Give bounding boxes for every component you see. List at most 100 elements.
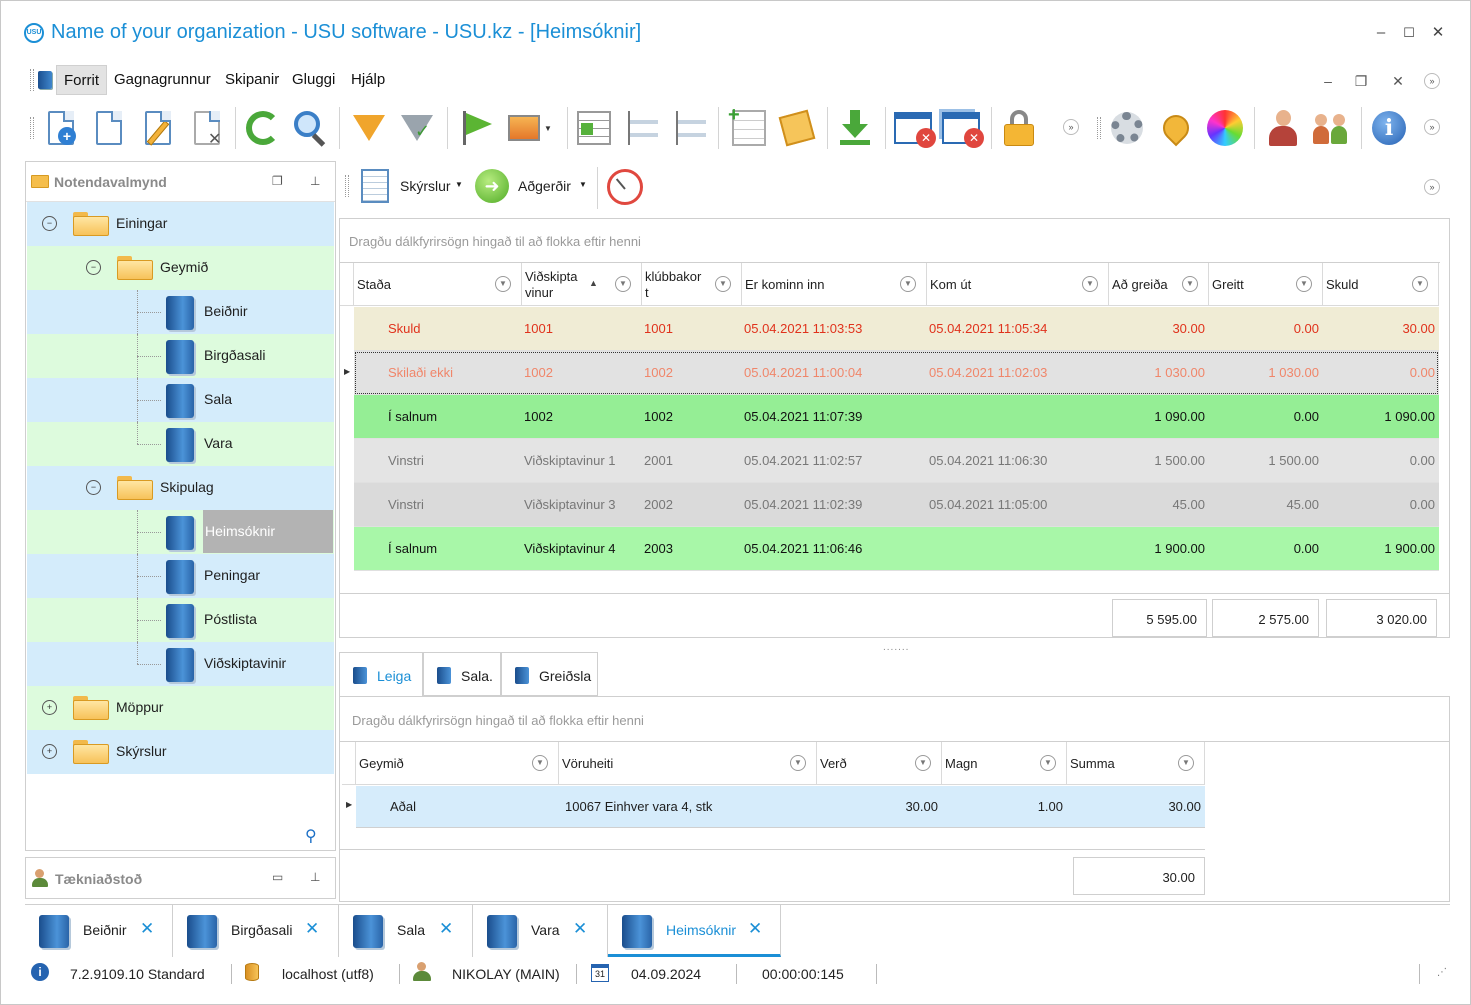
column-header-paid[interactable]: Greitt ▼: [1209, 263, 1323, 306]
image-button[interactable]: ▼: [504, 105, 556, 151]
filter-icon[interactable]: ▼: [495, 276, 511, 292]
column-header-check-out[interactable]: Kom út ▼: [927, 263, 1109, 306]
column-header-club-card[interactable]: klúbbakor t ▼: [642, 263, 742, 306]
toolbar-grip[interactable]: [345, 175, 349, 197]
filter-icon[interactable]: ▼: [1412, 276, 1428, 292]
tree-item-vara[interactable]: Vara: [27, 422, 334, 466]
column-header-client[interactable]: Viðskipta vinur ▲ ▼: [522, 263, 642, 306]
expand-icon[interactable]: +: [42, 700, 57, 715]
close-all-windows-button[interactable]: ✕: [939, 105, 984, 151]
close-icon[interactable]: ✕: [748, 919, 763, 938]
doc-tab-vara[interactable]: Vara ✕: [473, 905, 608, 957]
edit-button[interactable]: [138, 105, 178, 151]
filter-icon[interactable]: ▼: [1182, 276, 1198, 292]
column-header-to-pay[interactable]: Að greiða ▼: [1109, 263, 1209, 306]
tree-item-skýrslur[interactable]: + Skýrslur: [27, 730, 334, 774]
location-button[interactable]: [1156, 105, 1196, 151]
tree-item-skipulag[interactable]: − Skipulag: [27, 466, 334, 510]
window-minimize-button[interactable]: ‒: [1376, 24, 1386, 41]
expand-icon[interactable]: +: [42, 744, 57, 759]
panel-maximize-icon[interactable]: ▭: [272, 870, 284, 884]
column-header-store[interactable]: Geymið ▼: [356, 742, 559, 785]
collapse-icon[interactable]: −: [86, 260, 101, 275]
tree-item-birgðasali[interactable]: Birgðasali: [27, 334, 334, 378]
close-icon[interactable]: ✕: [573, 919, 588, 938]
collapse-tree-button[interactable]: [623, 105, 663, 151]
tree-item-geymið[interactable]: − Geymið: [27, 246, 334, 290]
close-icon[interactable]: ✕: [439, 919, 454, 938]
mdi-close-button[interactable]: ✕: [1392, 73, 1404, 89]
menu-hjalp[interactable]: Hjálp: [351, 71, 386, 88]
settings-button[interactable]: [1107, 105, 1147, 151]
reports-button[interactable]: Skýrslur ▼: [361, 167, 465, 205]
column-header-check-in[interactable]: Er kominn inn ▼: [742, 263, 927, 306]
flag-button[interactable]: [456, 105, 496, 151]
filter-button[interactable]: [349, 105, 389, 151]
window-maximize-button[interactable]: ☐: [1403, 25, 1415, 40]
search-button[interactable]: [291, 105, 331, 151]
collapse-icon[interactable]: −: [42, 216, 57, 231]
toolbar-overflow-icon[interactable]: »: [1424, 119, 1440, 135]
menu-skipanir[interactable]: Skipanir: [225, 71, 280, 88]
table-row[interactable]: Vinstri Viðskiptavinur 1 2001 05.04.2021 11…: [354, 439, 1439, 483]
tree-item-póstlista[interactable]: Póstlista: [27, 598, 334, 642]
table-row[interactable]: Skilaði ekki 1002 1002 05.04.2021 11:00:04 0…: [354, 351, 1439, 395]
tree-item-peningar[interactable]: Peningar: [27, 554, 334, 598]
table-row[interactable]: Í salnum Viðskiptavinur 4 2003 05.04.2021 1…: [354, 527, 1439, 571]
notes-button[interactable]: [777, 105, 817, 151]
expand-tree-button[interactable]: [671, 105, 711, 151]
filter-icon[interactable]: ▼: [915, 755, 931, 771]
window-close-button[interactable]: ✕: [1431, 24, 1445, 41]
tree-item-einingar[interactable]: − Einingar: [27, 202, 334, 246]
toolbar-grip[interactable]: [1097, 117, 1101, 139]
tree-item-viðskiptavinir[interactable]: Viðskiptavinir: [27, 642, 334, 686]
refresh-button[interactable]: [243, 105, 283, 151]
info-button[interactable]: i: [1369, 105, 1409, 151]
close-window-button[interactable]: ✕: [891, 105, 936, 151]
column-header-qty[interactable]: Magn ▼: [942, 742, 1067, 785]
table-row[interactable]: Aðal 10067 Einhver vara 4, stk 30.00 1.00 30…: [356, 786, 1205, 828]
search-icon[interactable]: ⚲: [305, 828, 317, 845]
column-header-status[interactable]: Staða ▼: [354, 263, 522, 306]
filter-icon[interactable]: ▼: [1082, 276, 1098, 292]
filter-icon[interactable]: ▼: [532, 755, 548, 771]
menu-gagnagrunnur[interactable]: Gagnagrunnur: [114, 71, 211, 88]
tree-item-beiðnir[interactable]: Beiðnir: [27, 290, 334, 334]
table-row[interactable]: Vinstri Viðskiptavinur 3 2002 05.04.2021 11…: [354, 483, 1439, 527]
tree-item-heimsóknir[interactable]: Heimsóknir: [27, 510, 334, 554]
toolbar-grip[interactable]: [30, 117, 34, 139]
filter-icon[interactable]: ▼: [1040, 755, 1056, 771]
menu-grip[interactable]: [30, 69, 34, 91]
add-button[interactable]: +: [41, 105, 81, 151]
tab-sala[interactable]: Sala.: [423, 652, 501, 696]
tree-item-möppur[interactable]: + Möppur: [27, 686, 334, 730]
menu-gluggi[interactable]: Gluggi: [292, 71, 336, 88]
lock-button[interactable]: [999, 105, 1039, 151]
add-column-button[interactable]: +: [728, 104, 769, 151]
mdi-restore-button[interactable]: ❐: [1354, 73, 1368, 89]
users-button[interactable]: [1311, 105, 1351, 151]
panel-pin-icon[interactable]: ⊥: [310, 870, 321, 884]
menu-forrit[interactable]: Forrit: [56, 65, 107, 95]
tab-greidsla[interactable]: Greiðsla: [501, 652, 598, 696]
close-icon[interactable]: ✕: [305, 919, 320, 938]
filter-icon[interactable]: ▼: [615, 276, 631, 292]
tree-item-sala[interactable]: Sala: [27, 378, 334, 422]
mdi-minimize-button[interactable]: ‒: [1324, 73, 1332, 89]
toolbar-overflow-icon[interactable]: »: [1063, 119, 1079, 135]
user-key-button[interactable]: [1263, 105, 1303, 151]
filter-icon[interactable]: ▼: [715, 276, 731, 292]
column-header-debt[interactable]: Skuld ▼: [1323, 263, 1439, 306]
close-icon[interactable]: ✕: [140, 919, 155, 938]
expand-rows-button[interactable]: [574, 105, 614, 151]
menu-overflow-icon[interactable]: »: [1424, 73, 1440, 89]
delete-button[interactable]: ✕: [187, 105, 227, 151]
panel-float-icon[interactable]: ❐: [272, 174, 283, 188]
filter-icon[interactable]: ▼: [900, 276, 916, 292]
doc-tab-birgðasali[interactable]: Birgðasali ✕: [173, 905, 339, 957]
table-row[interactable]: Í salnum 1002 1002 05.04.2021 11:07:39 1 090…: [354, 395, 1439, 439]
column-header-price[interactable]: Verð ▼: [817, 742, 942, 785]
splitter-handle[interactable]: .......: [883, 642, 910, 653]
panel-pin-icon[interactable]: ⊥: [310, 174, 321, 188]
column-header-sum[interactable]: Summa ▼: [1067, 742, 1205, 785]
